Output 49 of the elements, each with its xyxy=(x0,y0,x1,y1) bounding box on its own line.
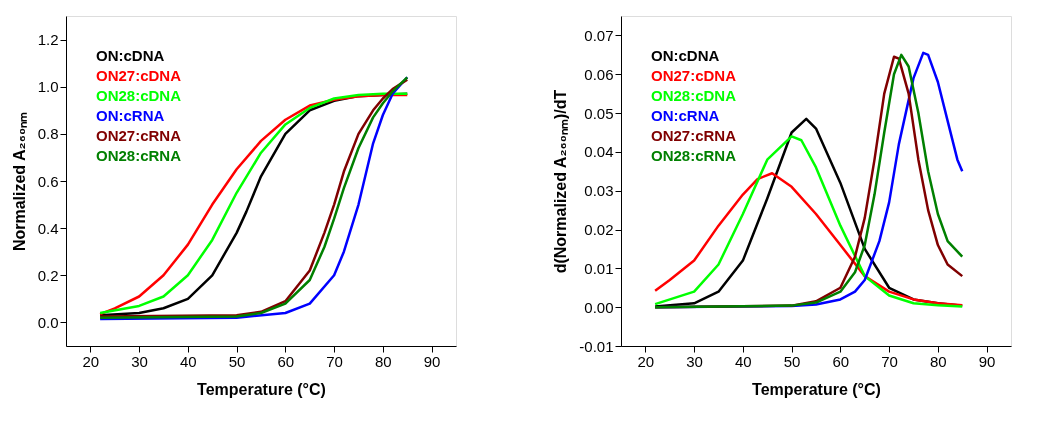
y-tick-label: 0.2 xyxy=(37,266,59,284)
x-tick-label: 30 xyxy=(686,352,703,370)
y-tick-label: 0.02 xyxy=(584,221,614,239)
text: ON28:cDNA xyxy=(651,87,737,104)
y-tick-label: 0.00 xyxy=(584,298,614,316)
text: ON:cDNA xyxy=(96,47,165,64)
y-tick-label: 0.01 xyxy=(584,259,614,277)
x-tick-label: 90 xyxy=(978,352,996,370)
y-tick-label: 0.06 xyxy=(584,65,614,83)
x-tick-label: 70 xyxy=(326,352,343,370)
y-tick-label: 0.0 xyxy=(37,313,59,331)
text: ON27:cDNA xyxy=(651,67,737,84)
x-tick-label: 80 xyxy=(930,352,947,370)
y-tick-label: 0.04 xyxy=(584,143,614,161)
y-tick-label: 0.8 xyxy=(37,125,59,143)
y-axis-title: Normalized A₂₆₀ₙₘ xyxy=(10,111,28,252)
x-tick-label: 90 xyxy=(423,352,441,370)
x-axis-title: Temperature (°C) xyxy=(752,380,881,398)
y-tick-label: 0.07 xyxy=(584,26,614,44)
text: ON:cRNA xyxy=(651,107,720,124)
text: ON28:cDNA xyxy=(96,87,182,104)
x-tick-label: 70 xyxy=(881,352,898,370)
x-tick-label: 60 xyxy=(277,352,295,370)
x-tick-label: 30 xyxy=(131,352,148,370)
x-tick-label: 80 xyxy=(375,352,392,370)
y-axis-title: d(Normalized A₂₆₀ₙₘ)/dT xyxy=(552,89,570,274)
x-tick-label: 60 xyxy=(832,352,850,370)
x-tick-label: 40 xyxy=(180,352,197,370)
text: ON27:cDNA xyxy=(96,67,182,84)
text: ON:cDNA xyxy=(651,47,720,64)
y-tick-label: 0.05 xyxy=(584,104,614,122)
x-axis-title: Temperature (°C) xyxy=(197,380,326,398)
x-tick-label: 50 xyxy=(783,352,801,370)
text: ON27:cRNA xyxy=(96,127,182,144)
text: ON28:cRNA xyxy=(96,147,182,164)
y-tick-label: 0.4 xyxy=(37,219,59,237)
y-tick-label: -0.01 xyxy=(579,337,614,355)
text: ON28:cRNA xyxy=(651,147,737,164)
y-tick-label: 1.2 xyxy=(37,31,59,49)
line-series xyxy=(653,171,964,307)
y-tick-label: 0.6 xyxy=(37,172,59,190)
x-tick-label: 20 xyxy=(637,352,655,370)
y-tick-label: 1.0 xyxy=(37,78,59,96)
x-tick-label: 20 xyxy=(82,352,100,370)
y-tick-label: 0.03 xyxy=(584,182,614,200)
x-tick-label: 40 xyxy=(735,352,752,370)
text: ON:cRNA xyxy=(96,107,165,124)
x-tick-label: 50 xyxy=(228,352,246,370)
text: ON27:cRNA xyxy=(651,127,737,144)
